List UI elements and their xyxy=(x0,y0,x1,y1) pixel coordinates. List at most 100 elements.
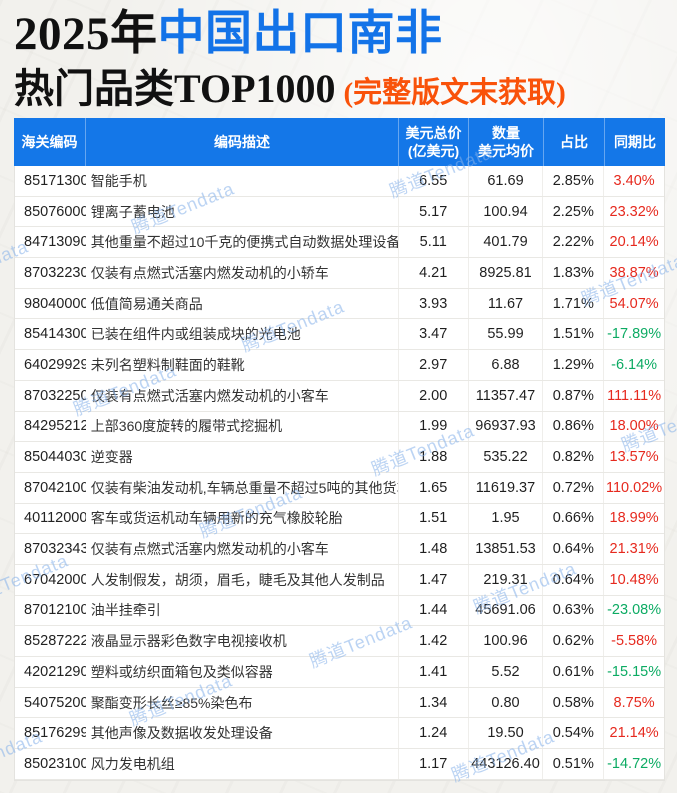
cell-description: 塑料或纺织面箱包及类似容器 xyxy=(90,663,273,680)
cell-customs-code: 87012100 xyxy=(24,602,86,619)
cell-qty-avg-price: 45691.06 xyxy=(467,595,543,626)
cell-description: 仅装有点燃式活塞内燃发动机的小客车 xyxy=(90,387,329,404)
cell-yoy: 38.87% xyxy=(603,258,664,288)
cell-customs-code: 54075200 xyxy=(24,694,86,711)
cell-customs-code: 40112000 xyxy=(24,510,86,527)
cell-share: 0.62% xyxy=(542,626,603,656)
table-row: 87032343 仅装有点燃式活塞内燃发动机的小客车 1.48 13851.53… xyxy=(15,534,664,565)
header-yoy: 同期比 xyxy=(604,118,665,166)
cell-description: 智能手机 xyxy=(90,172,147,189)
cell-yoy: 18.99% xyxy=(603,503,664,534)
cell-qty-avg-price: 96937.93 xyxy=(467,411,543,442)
cell-total-usd: 5.11 xyxy=(397,227,468,258)
table-row: 87032230 仅装有点燃式活塞内燃发动机的小轿车 4.21 8925.81 … xyxy=(15,258,664,289)
cell-total-usd: 1.24 xyxy=(397,718,468,749)
cell-qty-avg-price: 8925.81 xyxy=(467,258,543,288)
cell-customs-code: 84295212 xyxy=(24,418,86,435)
cell-yoy: 8.75% xyxy=(603,687,664,718)
table-row: 85076000 锂离子蓄电池 5.17 100.94 2.25% 23.32% xyxy=(15,196,664,228)
header-qty-avg-price: 数量 美元均价 xyxy=(468,118,543,166)
cell-total-usd: 1.99 xyxy=(397,411,468,442)
cell-qty-avg-price: 100.96 xyxy=(467,626,543,656)
cell-yoy: -5.58% xyxy=(603,626,664,656)
table-row: 85044030 逆变器 1.88 535.22 0.82% 13.57% xyxy=(15,442,664,473)
data-table: 海关编码 编码描述 美元总价 (亿美元) 数量 美元均价 占比 同期比 851713… xyxy=(14,118,665,781)
page-title-line1: 2025年中国出口南非 xyxy=(14,8,664,62)
cell-share: 0.63% xyxy=(542,595,603,626)
cell-yoy: 13.57% xyxy=(603,442,664,472)
cell-customs-code: 67042000 xyxy=(24,571,86,588)
cell-share: 0.82% xyxy=(542,442,603,472)
cell-total-usd: 1.48 xyxy=(397,534,468,564)
table-row: 85023100 风力发电机组 1.17 443126.40 0.51% -14… xyxy=(15,749,664,780)
cell-yoy: 54.07% xyxy=(603,288,664,319)
cell-yoy: -14.72% xyxy=(603,749,664,779)
table-row: 42021290 塑料或纺织面箱包及类似容器 1.41 5.52 0.61% -… xyxy=(15,657,664,688)
cell-description: 已装在组件内或组装成块的光电池 xyxy=(90,326,301,343)
cell-yoy: 10.48% xyxy=(603,564,664,595)
cell-share: 2.85% xyxy=(542,166,603,196)
cell-yoy: -6.14% xyxy=(603,350,664,380)
cell-share: 1.51% xyxy=(542,319,603,350)
cell-yoy: -23.08% xyxy=(603,595,664,626)
table-row: 85414300 已装在组件内或组装成块的光电池 3.47 55.99 1.51… xyxy=(15,319,664,351)
cell-qty-avg-price: 5.52 xyxy=(467,657,543,687)
title-top1000: 热门品类TOP1000 xyxy=(14,65,336,111)
cell-description: 低值简易通关商品 xyxy=(90,295,203,312)
cell-total-usd: 1.65 xyxy=(397,472,468,503)
table-row: 87012100 油半挂牵引 1.44 45691.06 0.63% -23.0… xyxy=(15,595,664,627)
header-share: 占比 xyxy=(543,118,604,166)
cell-total-usd: 6.55 xyxy=(397,166,468,196)
cell-yoy: -15.15% xyxy=(603,657,664,687)
cell-total-usd: 1.17 xyxy=(397,749,468,779)
cell-customs-code: 85044030 xyxy=(24,449,86,466)
table-row: 87042100 仅装有柴油发动机,车辆总重量不超过5吨的其他货车 1.65 1… xyxy=(15,472,664,504)
cell-qty-avg-price: 19.50 xyxy=(467,718,543,749)
cell-qty-avg-price: 11619.37 xyxy=(467,472,543,503)
cell-description: 客车或货运机动车辆用新的充气橡胶轮胎 xyxy=(90,510,343,527)
cell-customs-code: 84713090 xyxy=(24,234,86,251)
cell-qty-avg-price: 219.31 xyxy=(467,564,543,595)
header-description: 编码描述 xyxy=(85,118,398,166)
cell-qty-avg-price: 55.99 xyxy=(467,319,543,350)
cell-description: 上部360度旋转的履带式挖掘机 xyxy=(90,418,283,435)
cell-customs-code: 85171300 xyxy=(24,172,86,189)
cell-share: 0.51% xyxy=(542,749,603,779)
cell-description: 逆变器 xyxy=(90,449,133,466)
cell-share: 0.64% xyxy=(542,534,603,564)
cell-total-usd: 3.93 xyxy=(397,288,468,319)
cell-qty-avg-price: 0.80 xyxy=(467,687,543,718)
cell-total-usd: 1.51 xyxy=(397,503,468,534)
title-subject: 中国出口南非 xyxy=(157,8,443,60)
cell-qty-avg-price: 401.79 xyxy=(467,227,543,258)
cell-total-usd: 1.42 xyxy=(397,626,468,656)
cell-share: 0.72% xyxy=(542,472,603,503)
table-row: 64029929 未列名塑料制鞋面的鞋靴 2.97 6.88 1.29% -6.… xyxy=(15,350,664,381)
table-header-row: 海关编码 编码描述 美元总价 (亿美元) 数量 美元均价 占比 同期比 xyxy=(14,118,665,166)
cell-share: 1.71% xyxy=(542,288,603,319)
cell-customs-code: 64029929 xyxy=(24,356,86,373)
cell-description: 仅装有点燃式活塞内燃发动机的小轿车 xyxy=(90,264,329,281)
cell-description: 未列名塑料制鞋面的鞋靴 xyxy=(90,356,245,373)
cell-total-usd: 3.47 xyxy=(397,319,468,350)
cell-yoy: 110.02% xyxy=(603,472,664,503)
cell-total-usd: 1.47 xyxy=(397,564,468,595)
cell-total-usd: 1.44 xyxy=(397,595,468,626)
cell-qty-avg-price: 61.69 xyxy=(467,166,543,196)
cell-description: 聚酯变形长丝≥85%染色布 xyxy=(90,694,253,711)
cell-qty-avg-price: 100.94 xyxy=(467,196,543,227)
table-row: 85171300 智能手机 6.55 61.69 2.85% 3.40% xyxy=(15,166,664,197)
cell-customs-code: 42021290 xyxy=(24,663,86,680)
cell-description: 其他重量不超过10千克的便携式自动数据处理设备 xyxy=(90,234,398,251)
header-total-usd: 美元总价 (亿美元) xyxy=(398,118,468,166)
cell-customs-code: 85023100 xyxy=(24,755,86,772)
header-customs-code: 海关编码 xyxy=(21,133,78,150)
cell-customs-code: 98040000 xyxy=(24,295,86,312)
cell-total-usd: 1.88 xyxy=(397,442,468,472)
table-row: 40112000 客车或货运机动车辆用新的充气橡胶轮胎 1.51 1.95 0.… xyxy=(15,503,664,535)
cell-share: 0.64% xyxy=(542,564,603,595)
cell-customs-code: 85176299 xyxy=(24,725,86,742)
cell-description: 油半挂牵引 xyxy=(90,602,161,619)
title-block: 2025年中国出口南非 热门品类TOP1000 (完整版文末获取) xyxy=(14,8,664,110)
